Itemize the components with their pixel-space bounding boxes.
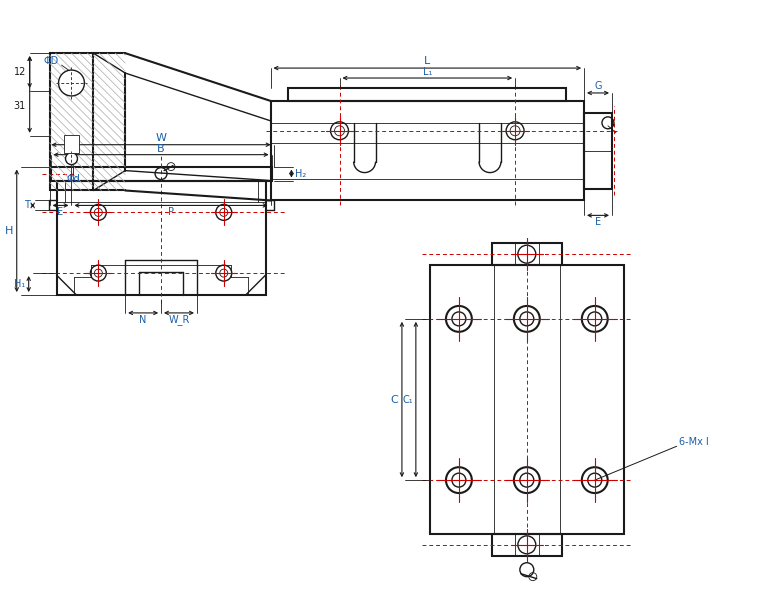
Bar <box>270 101 584 201</box>
Text: W_R: W_R <box>169 314 189 325</box>
Bar <box>49 53 93 191</box>
Text: T: T <box>24 201 29 211</box>
Bar <box>584 113 612 188</box>
Text: ΦD: ΦD <box>44 56 59 66</box>
Text: H₂: H₂ <box>295 169 306 179</box>
Bar <box>51 166 272 181</box>
Bar <box>56 181 266 295</box>
Text: B: B <box>157 144 165 153</box>
Bar <box>430 265 624 534</box>
Bar <box>492 243 561 265</box>
Circle shape <box>59 70 85 96</box>
Text: C₁: C₁ <box>403 395 413 405</box>
Text: L: L <box>424 56 430 66</box>
Text: G: G <box>594 81 601 91</box>
Text: 31: 31 <box>14 101 26 112</box>
Text: E: E <box>595 217 601 227</box>
Text: P: P <box>168 208 174 217</box>
Text: C: C <box>390 395 398 405</box>
Text: H: H <box>5 226 13 236</box>
Text: L₁: L₁ <box>423 67 432 77</box>
Bar <box>492 534 561 556</box>
Text: N: N <box>139 315 147 325</box>
Text: W: W <box>156 133 166 143</box>
Bar <box>63 135 79 153</box>
Bar <box>289 88 566 101</box>
Text: 12: 12 <box>14 67 26 77</box>
Text: E: E <box>58 208 64 217</box>
Text: 6-Mx l: 6-Mx l <box>678 437 708 447</box>
Text: Φd: Φd <box>66 173 80 183</box>
Text: H₁: H₁ <box>14 279 25 289</box>
Circle shape <box>65 153 78 165</box>
